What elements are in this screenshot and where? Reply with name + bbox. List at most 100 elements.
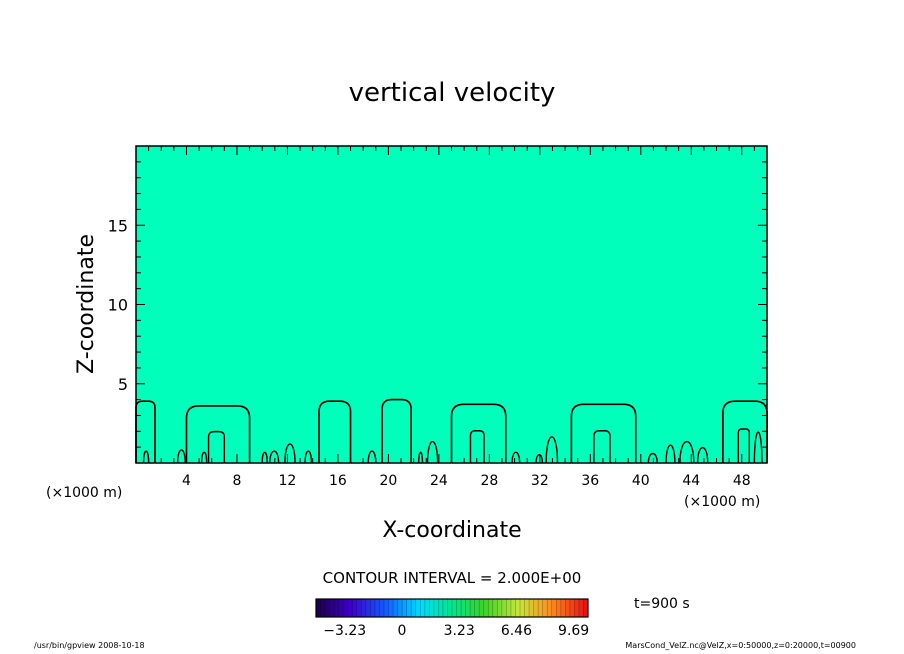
colorbar-cell bbox=[370, 599, 376, 617]
colorbar-tick-label: 6.46 bbox=[501, 623, 532, 639]
colorbar-cell bbox=[479, 599, 485, 617]
x-tick-label: 4 bbox=[182, 473, 191, 489]
x-unit-right: (×1000 m) bbox=[684, 494, 760, 510]
colorbar-cell bbox=[325, 599, 331, 617]
colorbar-cell bbox=[384, 599, 390, 617]
y-axis-ticks: 5 10 15 bbox=[108, 161, 767, 448]
y-tick-label: 15 bbox=[108, 216, 128, 235]
colorbar-cell bbox=[356, 599, 362, 617]
colorbar-cell bbox=[574, 599, 580, 617]
colorbar-cell bbox=[452, 599, 458, 617]
x-tick-label: 16 bbox=[329, 473, 347, 489]
colorbar-cell bbox=[506, 599, 512, 617]
contour-bump bbox=[426, 441, 439, 464]
contour-plume bbox=[185, 405, 251, 463]
colorbar-cell bbox=[329, 599, 335, 617]
colorbar-cell bbox=[461, 599, 467, 617]
contour-plume bbox=[135, 400, 156, 463]
colorbar-cell bbox=[424, 599, 430, 617]
contour-bump bbox=[665, 444, 676, 464]
colorbar-cell bbox=[456, 599, 462, 617]
colorbar-cell bbox=[560, 599, 566, 617]
x-tick-label: 12 bbox=[279, 473, 297, 489]
colorbar-cell bbox=[420, 599, 426, 617]
time-label: t=900 s bbox=[634, 596, 690, 612]
colorbar-frame bbox=[315, 598, 589, 618]
colorbar-tick-label: 0 bbox=[397, 623, 406, 639]
colorbar-cell bbox=[497, 599, 503, 617]
colorbar-cell bbox=[365, 599, 371, 617]
colorbar-cell bbox=[397, 599, 403, 617]
colorbar-cell bbox=[379, 599, 385, 617]
contour-bump bbox=[535, 453, 544, 464]
colorbar-cell bbox=[429, 599, 435, 617]
contour-bump bbox=[696, 446, 709, 464]
colorbar-cell bbox=[447, 599, 453, 617]
colorbar-tick-label: 9.69 bbox=[558, 623, 589, 639]
colorbar-cell bbox=[538, 599, 544, 617]
colorbar-tick-label: −3.23 bbox=[323, 623, 366, 639]
colorbar-cell bbox=[529, 599, 535, 617]
colorbar-cell bbox=[524, 599, 530, 617]
contour-plume bbox=[722, 400, 768, 463]
colorbar-cell bbox=[411, 599, 417, 617]
colorbar-cell bbox=[492, 599, 498, 617]
x-axis-ticks: 4 8 12 16 20 24 28 32 36 40 44 48 bbox=[148, 146, 755, 489]
contour-inner bbox=[469, 430, 485, 463]
x-tick-label: 36 bbox=[581, 473, 599, 489]
colorbar-cell bbox=[374, 599, 380, 617]
contour-interval-label: CONTOUR INTERVAL = 2.000E+00 bbox=[323, 569, 582, 587]
colorbar-cell bbox=[515, 599, 521, 617]
colorbar-cell bbox=[361, 599, 367, 617]
colorbar-cell bbox=[474, 599, 480, 617]
x-tick-label: 32 bbox=[531, 473, 549, 489]
contour-bump bbox=[511, 451, 521, 464]
colorbar-cell bbox=[415, 599, 421, 617]
contour-bump bbox=[304, 450, 313, 464]
colorbar-cell bbox=[320, 599, 326, 617]
colorbar-cell bbox=[556, 599, 562, 617]
y-tick-label: 10 bbox=[108, 296, 128, 315]
colorbar-cell bbox=[547, 599, 553, 617]
colorbar-cell bbox=[470, 599, 476, 617]
y-axis-label: Z-coordinate bbox=[74, 234, 99, 374]
contour-plume bbox=[318, 400, 352, 463]
colorbar-cell bbox=[343, 599, 349, 617]
contour-bump bbox=[284, 443, 296, 464]
x-tick-label: 44 bbox=[682, 473, 700, 489]
colorbar-cell bbox=[578, 599, 584, 617]
colorbar-cell bbox=[433, 599, 439, 617]
x-tick-label: 8 bbox=[232, 473, 241, 489]
colorbar-cell bbox=[510, 599, 516, 617]
contour-bump bbox=[679, 441, 695, 464]
contour-bump bbox=[176, 449, 186, 464]
colorbar-cell bbox=[442, 599, 448, 617]
x-tick-label: 20 bbox=[379, 473, 397, 489]
footer-right: MarsCond_VelZ.nc@VelZ,x=0:50000,z=0:2000… bbox=[625, 641, 856, 650]
colorbar-cell bbox=[565, 599, 571, 617]
colorbar-cell bbox=[438, 599, 444, 617]
colorbar-cell bbox=[406, 599, 412, 617]
colorbar-cell bbox=[520, 599, 526, 617]
contour-plume bbox=[570, 403, 637, 463]
contour-bump bbox=[647, 452, 658, 464]
colorbar-cell bbox=[483, 599, 489, 617]
x-tick-label: 24 bbox=[430, 473, 448, 489]
x-tick-label: 48 bbox=[733, 473, 751, 489]
y-tick-label: 5 bbox=[118, 375, 128, 394]
colorbar-cell bbox=[542, 599, 548, 617]
contour-bump bbox=[417, 451, 424, 464]
contour-bump bbox=[200, 451, 208, 464]
colorbar-cell bbox=[501, 599, 507, 617]
contour-plume bbox=[450, 403, 507, 463]
colorbar-ticks: −3.23 0 3.23 6.46 9.69 bbox=[323, 623, 589, 639]
colorbar-cell bbox=[402, 599, 408, 617]
contour-inner bbox=[207, 430, 226, 463]
contour-bump bbox=[545, 436, 559, 464]
colorbar-cell bbox=[334, 599, 340, 617]
colorbar bbox=[315, 599, 589, 617]
colorbar-cell bbox=[338, 599, 344, 617]
colorbar-cell bbox=[465, 599, 471, 617]
x-axis-label: X-coordinate bbox=[382, 518, 521, 543]
